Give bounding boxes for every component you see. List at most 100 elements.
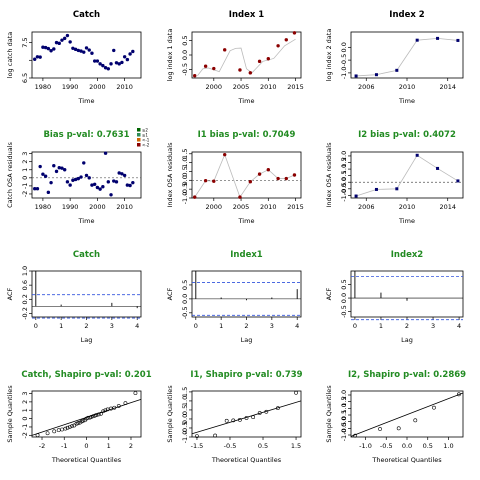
x-tick-label: 0.0	[402, 442, 412, 450]
data-point	[90, 51, 94, 55]
x-tick-label: 2010	[260, 83, 277, 91]
y-tick-label: 0.5	[181, 405, 189, 415]
data-point	[95, 185, 100, 190]
data-point	[106, 180, 111, 184]
x-tick-label: 2000	[89, 83, 106, 91]
data-point	[103, 151, 108, 155]
data-point	[292, 173, 297, 177]
y-tick-label: -0.5	[181, 422, 189, 435]
y-tick-label: 1.0	[21, 266, 29, 276]
data-point	[374, 73, 378, 77]
data-point	[231, 418, 236, 423]
data-point	[116, 404, 121, 408]
x-tick-label: 2000	[206, 203, 223, 211]
x-tick-label: 1990	[62, 83, 79, 91]
data-point	[122, 173, 127, 178]
x-tick-label: 2015	[287, 203, 304, 211]
data-point	[49, 180, 53, 185]
x-axis-label: Lag	[401, 336, 413, 344]
y-tick-label: -1	[21, 183, 29, 189]
y-axis-label: ACF	[166, 287, 174, 300]
data-point	[109, 406, 113, 411]
data-point	[60, 38, 64, 42]
data-point	[248, 71, 253, 75]
data-point	[120, 60, 124, 65]
y-tick-label: 0.2	[21, 294, 29, 304]
plot-frame	[31, 31, 142, 79]
data-point	[353, 433, 358, 438]
data-point	[264, 409, 269, 414]
data-point	[57, 41, 61, 46]
panel-title: I1, Shapiro p-val: 0.739	[190, 370, 302, 380]
x-axis-label: Theoretical Quantiles	[371, 456, 442, 464]
x-tick-label: 1	[219, 322, 223, 330]
data-point	[56, 428, 61, 433]
data-point	[54, 169, 59, 174]
data-point	[43, 45, 48, 50]
x-tick-label: 1	[107, 442, 111, 450]
data-point	[71, 46, 75, 50]
data-point	[33, 187, 37, 191]
x-tick-label: 0.5	[423, 442, 433, 450]
panel-title: Index 1	[229, 10, 265, 20]
data-point	[62, 36, 67, 41]
data-point	[415, 38, 419, 42]
panel-title: I2 bias p-val: 0.4072	[358, 130, 456, 140]
data-point	[224, 418, 229, 423]
data-point	[112, 48, 116, 53]
data-point	[133, 391, 138, 395]
y-tick-label: -0.5	[340, 422, 348, 435]
x-tick-label: 1.5	[291, 442, 301, 450]
y-tick-label: 1	[21, 408, 29, 412]
x-tick-label: -1.5	[191, 442, 204, 450]
data-point	[105, 407, 110, 412]
data-point	[38, 55, 42, 59]
x-axis-label: Theoretical Quantiles	[211, 456, 282, 464]
y-axis-label: Index OSA residuals	[166, 142, 174, 208]
x-tick-label: 3	[270, 322, 274, 330]
panel-5: I1 bias p-val: 0.7049 2000 2005 2010 2015 -1.…	[166, 130, 304, 225]
data-point	[98, 62, 102, 66]
y-tick-label: 0.0	[340, 42, 348, 52]
data-point	[101, 409, 106, 414]
data-point	[63, 426, 68, 431]
y-tick-label: -2	[21, 191, 29, 197]
x-tick-label: 2014	[439, 203, 456, 211]
panel-12: I2, Shapiro p-val: 0.2869-1.0 -0.5 0.0 0.5 1…	[325, 370, 466, 464]
y-tick-label: 0.0	[181, 294, 189, 304]
data-point	[65, 33, 70, 38]
data-point	[203, 64, 208, 68]
data-point	[73, 47, 78, 52]
data-point	[120, 172, 124, 176]
data-point	[76, 48, 81, 53]
y-tick-label: 1.5	[181, 387, 189, 397]
data-point	[415, 153, 419, 157]
data-point	[109, 62, 113, 66]
data-point	[68, 183, 72, 187]
x-tick-label: 4	[457, 322, 461, 330]
x-tick-label: 2010	[399, 203, 416, 211]
data-point	[125, 57, 130, 62]
data-point	[87, 176, 91, 180]
data-point	[128, 183, 132, 188]
y-axis-label: Sample Quantiles	[325, 385, 333, 443]
data-point	[112, 179, 116, 183]
data-point	[413, 418, 418, 423]
data-point	[456, 392, 461, 397]
data-point	[101, 63, 105, 68]
data-point	[95, 59, 100, 63]
data-point	[84, 173, 89, 178]
x-tick-label: 3	[431, 322, 435, 330]
legend-swatch	[137, 128, 141, 132]
data-point	[46, 190, 51, 195]
panel-3: Index 2 2006 2010 2014 -1.0-0.5 0.0 Time log in…	[325, 10, 464, 105]
data-point	[68, 40, 72, 44]
data-point	[195, 434, 199, 438]
data-point	[98, 187, 102, 191]
x-tick-label: 2006	[358, 203, 375, 211]
y-tick-label: 0	[21, 176, 29, 180]
panel-4: Bias p-val: 0.7631 1980 1990 2000 2010 -2 -1 0 1…	[6, 130, 142, 225]
x-tick-label: 0.5	[258, 442, 268, 450]
y-tick-label: -1	[21, 424, 29, 430]
data-point	[292, 31, 297, 35]
